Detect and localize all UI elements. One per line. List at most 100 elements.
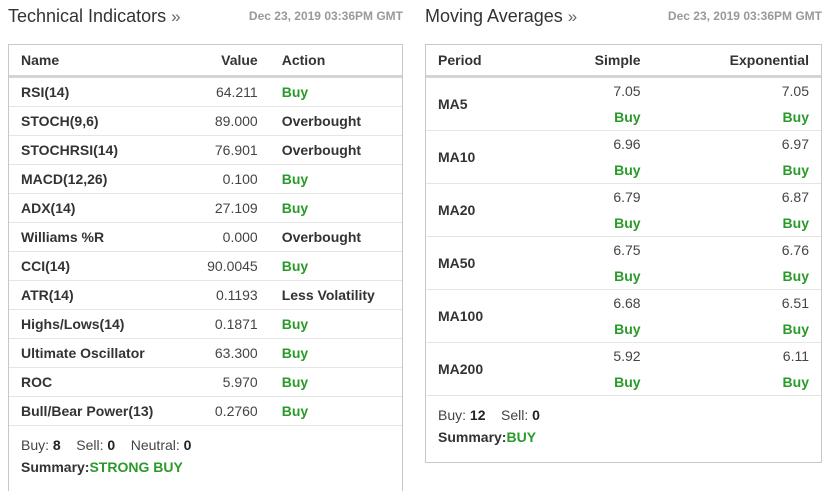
table-header-row: Name Value Action [9, 45, 402, 78]
table-row: Bull/Bear Power(13) 0.2760 Buy [9, 396, 402, 426]
technical-indicators-header: Technical Indicators » Dec 23, 2019 03:3… [8, 0, 403, 32]
sell-count: 0 [107, 437, 116, 453]
indicator-value: 89.000 [185, 106, 270, 136]
ma-simple-action: Buy [614, 268, 641, 284]
buy-label: Buy: [438, 407, 467, 423]
technical-indicators-title[interactable]: Technical Indicators [8, 6, 167, 26]
column-header-period: Period [426, 45, 539, 78]
ma-exponential-cell: 6.11 Buy [652, 342, 821, 396]
ma-exponential-cell: 6.51 Buy [652, 289, 821, 343]
technical-indicators-summary: Summary:STRONG BUY [21, 456, 390, 478]
table-row: CCI(14) 90.0045 Buy [9, 251, 402, 281]
indicator-action: Overbought [269, 222, 402, 252]
indicator-value: 0.1871 [185, 309, 270, 339]
column-header-action: Action [269, 45, 402, 78]
indicator-action: Buy [269, 309, 402, 339]
ma-exponential-action: Buy [782, 109, 809, 125]
ma-simple-cell: 6.79 Buy [538, 183, 653, 237]
ma-exponential-value: 6.97 [781, 136, 809, 152]
ma-exponential-value: 7.05 [781, 83, 809, 99]
indicator-name[interactable]: ADX(14) [9, 193, 186, 223]
indicator-action: Overbought [269, 135, 402, 165]
ma-exponential-cell: 7.05 Buy [652, 76, 821, 131]
technical-indicators-date: Dec 23, 2019 03:36PM GMT [248, 9, 403, 23]
indicator-name[interactable]: CCI(14) [9, 251, 186, 281]
indicator-value: 64.211 [185, 76, 270, 107]
indicator-name[interactable]: RSI(14) [9, 76, 186, 107]
ma-simple-value: 6.79 [613, 189, 641, 205]
moving-averages-section: Moving Averages » Dec 23, 2019 03:36PM G… [425, 0, 822, 463]
ma-period: MA100 [426, 289, 539, 343]
indicator-name[interactable]: Highs/Lows(14) [9, 309, 186, 339]
indicator-action: Buy [269, 193, 402, 223]
ma-exponential-value: 6.87 [781, 189, 809, 205]
indicator-name[interactable]: STOCHRSI(14) [9, 135, 186, 165]
indicator-action: Overbought [269, 106, 402, 136]
ma-exponential-action: Buy [782, 374, 809, 390]
column-header-simple: Simple [538, 45, 653, 78]
technical-indicators-footer: Buy: 8 Sell: 0 Neutral: 0 Summary:STRONG… [9, 426, 402, 478]
indicator-name[interactable]: Ultimate Oscillator [9, 338, 186, 368]
ma-exponential-action: Buy [782, 268, 809, 284]
chevron-right-icon[interactable]: » [567, 7, 578, 26]
neutral-count: 0 [183, 437, 192, 453]
technical-indicators-body: RSI(14) 64.211 Buy STOCH(9,6) 89.000 Overboug… [9, 76, 402, 426]
ma-exponential-value: 6.76 [781, 242, 809, 258]
indicator-value: 0.000 [185, 222, 270, 252]
indicator-name[interactable]: Williams %R [9, 222, 186, 252]
ma-exponential-value: 6.51 [781, 295, 809, 311]
table-row: STOCH(9,6) 89.000 Overbought [9, 106, 402, 136]
ma-period: MA20 [426, 183, 539, 237]
sell-label: Sell: [76, 437, 104, 453]
moving-averages-footer: Buy: 12 Sell: 0 Summary:BUY [426, 396, 821, 448]
ma-exponential-cell: 6.76 Buy [652, 236, 821, 290]
indicator-name[interactable]: Bull/Bear Power(13) [9, 396, 186, 426]
summary-value: STRONG BUY [89, 459, 183, 475]
technical-indicators-counts: Buy: 8 Sell: 0 Neutral: 0 [21, 434, 390, 456]
moving-averages-title[interactable]: Moving Averages [425, 6, 563, 26]
indicator-value: 76.901 [185, 135, 270, 165]
moving-averages-counts: Buy: 12 Sell: 0 [438, 404, 809, 426]
table-row: Williams %R 0.000 Overbought [9, 222, 402, 252]
summary-label: Summary: [21, 459, 90, 475]
ma-simple-action: Buy [614, 374, 641, 390]
ma-simple-action: Buy [614, 109, 641, 125]
table-row: MACD(12,26) 0.100 Buy [9, 164, 402, 194]
indicator-action: Buy [269, 251, 402, 281]
ma-simple-action: Buy [614, 162, 641, 178]
moving-averages-title-link[interactable]: Moving Averages » [425, 6, 577, 27]
sell-count: 0 [532, 407, 540, 423]
ma-simple-value: 5.92 [613, 348, 641, 364]
moving-averages-header: Moving Averages » Dec 23, 2019 03:36PM G… [425, 0, 822, 32]
ma-exponential-action: Buy [782, 162, 809, 178]
indicator-value: 5.970 [185, 367, 270, 397]
column-header-exponential: Exponential [652, 45, 821, 78]
indicator-value: 0.1193 [185, 280, 270, 310]
column-header-value: Value [185, 45, 270, 78]
ma-simple-cell: 7.05 Buy [538, 76, 653, 131]
ma-simple-cell: 6.68 Buy [538, 289, 653, 343]
chevron-right-icon[interactable]: » [171, 7, 181, 26]
moving-averages-table: Period Simple Exponential MA5 7.05 Buy 7.05… [426, 45, 821, 396]
ma-simple-cell: 5.92 Buy [538, 342, 653, 396]
technical-indicators-title-link[interactable]: Technical Indicators » [8, 6, 181, 27]
buy-label: Buy: [21, 437, 50, 453]
ma-period: MA5 [426, 76, 539, 131]
table-row: ADX(14) 27.109 Buy [9, 193, 402, 223]
ma-simple-value: 7.05 [613, 83, 641, 99]
ma-simple-value: 6.68 [613, 295, 641, 311]
indicator-name[interactable]: ATR(14) [9, 280, 186, 310]
moving-averages-body: MA5 7.05 Buy 7.05 Buy MA10 6.96 Buy 6.97 Buy MA20 6… [426, 76, 821, 396]
moving-averages-summary: Summary:BUY [438, 426, 809, 448]
sell-label: Sell: [501, 407, 529, 423]
table-row: Highs/Lows(14) 0.1871 Buy [9, 309, 402, 339]
moving-averages-panel: Period Simple Exponential MA5 7.05 Buy 7.05… [425, 44, 822, 463]
technical-indicators-section: Technical Indicators » Dec 23, 2019 03:3… [8, 0, 403, 491]
indicator-value: 90.0045 [185, 251, 270, 281]
indicator-name[interactable]: ROC [9, 367, 186, 397]
indicator-name[interactable]: MACD(12,26) [9, 164, 186, 194]
table-row: Ultimate Oscillator 63.300 Buy [9, 338, 402, 368]
indicator-action: Buy [269, 164, 402, 194]
ma-exponential-action: Buy [782, 215, 809, 231]
indicator-name[interactable]: STOCH(9,6) [9, 106, 186, 136]
